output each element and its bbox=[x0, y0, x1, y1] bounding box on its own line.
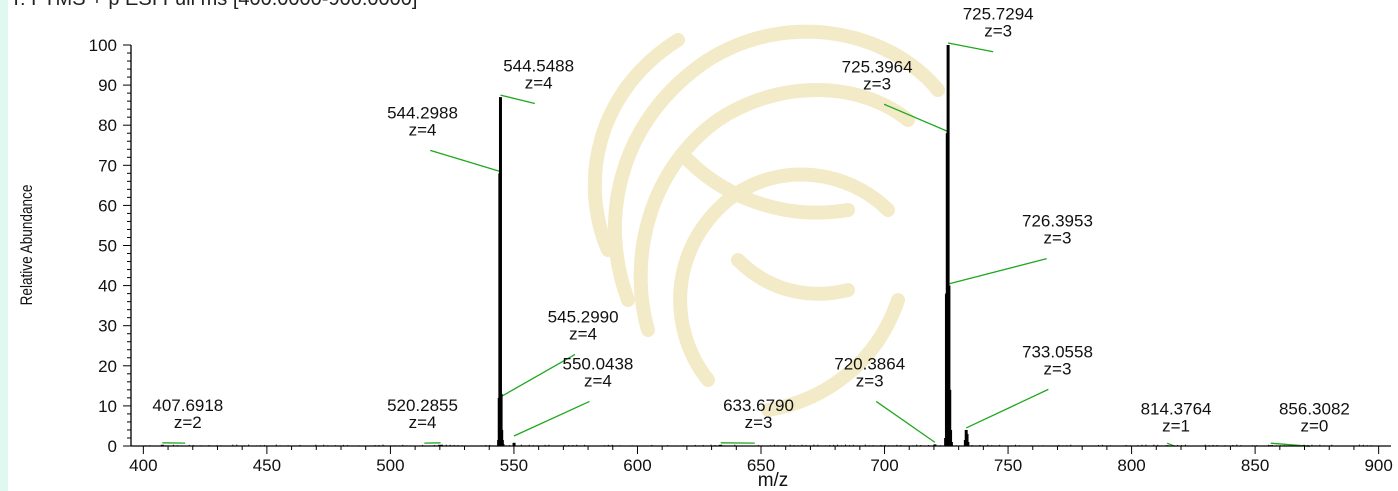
spectrum-figure: T: FTMS + p ESI Full ms [400.0000-900.00… bbox=[8, 0, 1398, 491]
y-tick-label: 40 bbox=[98, 277, 117, 296]
y-tick-label: 10 bbox=[98, 397, 117, 416]
peak-charge-label: z=4 bbox=[525, 73, 553, 92]
x-tick-label: 800 bbox=[1117, 456, 1145, 475]
x-tick-label: 850 bbox=[1241, 456, 1269, 475]
peak-annotation-line bbox=[965, 388, 1049, 429]
peak-mz-label: 544.5488 bbox=[503, 56, 574, 75]
peak-mz-label: 407.6918 bbox=[152, 396, 223, 415]
peak-mz-label: 720.3864 bbox=[834, 354, 905, 373]
peak-mz-label: 725.7294 bbox=[963, 5, 1034, 24]
peak-mz-label: 856.3082 bbox=[1279, 399, 1350, 418]
y-tick-label: 20 bbox=[98, 357, 117, 376]
lion-watermark-icon bbox=[587, 24, 945, 417]
peak-mz-label: 733.0558 bbox=[1022, 342, 1093, 361]
peak-charge-label: z=3 bbox=[1044, 229, 1072, 248]
peak-annotation-line bbox=[502, 353, 576, 397]
mass-spectrum-chart: 0 10 20 30 40 50 60 70 80 90 100 400 450 500 550 600 650… bbox=[18, 5, 1393, 491]
peak-charge-label: z=3 bbox=[1044, 359, 1072, 378]
peak-annotation-line bbox=[947, 42, 994, 53]
x-axis-title: m/z bbox=[758, 470, 789, 491]
peak-annotation-line bbox=[500, 94, 535, 105]
peak-charge-label: z=3 bbox=[863, 74, 891, 93]
x-tick-label: 500 bbox=[376, 456, 404, 475]
peak-charge-label: z=3 bbox=[856, 371, 884, 390]
peak-annotation-line bbox=[875, 400, 936, 443]
peak-charge-label: z=3 bbox=[745, 413, 773, 432]
x-tick-label: 750 bbox=[994, 456, 1022, 475]
y-tick-label: 100 bbox=[89, 36, 117, 55]
peak-mz-label: 550.0438 bbox=[562, 354, 633, 373]
y-tick-label: 60 bbox=[98, 196, 117, 215]
x-tick-label: 650 bbox=[747, 456, 775, 475]
peak-annotation-line bbox=[949, 258, 1047, 285]
y-tick-label: 90 bbox=[98, 76, 117, 95]
x-tick-label: 450 bbox=[253, 456, 281, 475]
peak-charge-label: z=3 bbox=[984, 22, 1012, 41]
y-tick-label: 50 bbox=[98, 237, 117, 256]
peak-mz-label: 520.2855 bbox=[387, 396, 458, 415]
peak-annotation-line bbox=[430, 149, 501, 172]
peak-mz-label: 633.6790 bbox=[723, 396, 794, 415]
peak-charge-label: z=4 bbox=[409, 120, 437, 139]
peak-mz-label: 814.3764 bbox=[1141, 399, 1212, 418]
y-tick-label: 70 bbox=[98, 156, 117, 175]
x-tick-label: 900 bbox=[1364, 456, 1392, 475]
peak-mz-label: 544.2988 bbox=[387, 103, 458, 122]
x-tick-label: 700 bbox=[870, 456, 898, 475]
x-tick-label: 600 bbox=[623, 456, 651, 475]
peak-mz-label: 726.3953 bbox=[1022, 212, 1093, 231]
peak-annotation-line bbox=[513, 400, 590, 437]
x-tick-label: 400 bbox=[129, 456, 157, 475]
x-tick-label: 550 bbox=[500, 456, 528, 475]
y-axis-title: Relative Abundance bbox=[18, 185, 37, 306]
peak-mz-label: 725.3964 bbox=[842, 57, 913, 76]
peak-mz-label: 545.2990 bbox=[548, 307, 619, 326]
y-tick-label: 30 bbox=[98, 317, 117, 336]
peak-charge-label: z=0 bbox=[1300, 416, 1328, 435]
peak-charge-label: z=2 bbox=[174, 413, 202, 432]
peak-charge-label: z=4 bbox=[569, 324, 597, 343]
peak-charge-label: z=4 bbox=[584, 371, 612, 390]
y-tick-label: 80 bbox=[98, 116, 117, 135]
y-tick-label: 0 bbox=[108, 437, 117, 456]
peak-annotation-line bbox=[883, 103, 948, 132]
scan-header: T: FTMS + p ESI Full ms [400.0000-900.00… bbox=[10, 0, 417, 11]
peak-charge-label: z=1 bbox=[1162, 416, 1190, 435]
peak-charge-label: z=4 bbox=[409, 413, 437, 432]
